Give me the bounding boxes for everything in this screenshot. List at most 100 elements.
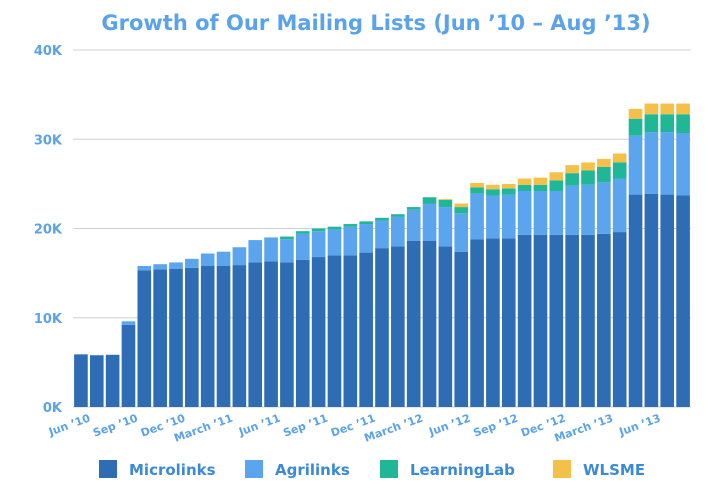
bar-agrilinks-33: [597, 182, 611, 234]
bar-microlinks-8: [200, 265, 215, 407]
bar-agrilinks-20: [391, 216, 405, 247]
bar-learninglab-19: [375, 217, 389, 221]
bar-wlsme-36: [644, 103, 659, 115]
bar-microlinks-30: [549, 234, 564, 407]
bar-agrilinks-13: [280, 239, 294, 263]
bar-learninglab-13: [280, 236, 294, 240]
x-tick-label: Sep ’12: [472, 412, 520, 440]
bar-agrilinks-30: [549, 191, 564, 235]
bar-microlinks-1: [89, 355, 104, 407]
y-tick-label: 0K: [43, 401, 63, 416]
bar-learninglab-28: [517, 184, 532, 192]
x-tick-label: Sep ’11: [281, 412, 329, 440]
bar-microlinks-3: [121, 324, 136, 407]
bar-agrilinks-11: [248, 240, 263, 263]
bar-agrilinks-27: [501, 194, 516, 239]
bar-microlinks-10: [232, 265, 247, 407]
bar-microlinks-0: [74, 354, 88, 407]
bar-microlinks-13: [280, 262, 294, 407]
bar-wlsme-37: [660, 103, 675, 115]
bar-microlinks-12: [264, 261, 278, 407]
bar-learninglab-21: [406, 207, 421, 210]
y-tick-label: 30K: [34, 133, 63, 148]
bar-agrilinks-7: [185, 258, 199, 268]
bar-wlsme-24: [454, 203, 469, 208]
x-tick-label: Sep ’10: [91, 411, 140, 439]
bar-agrilinks-31: [565, 185, 579, 235]
bar-microlinks-14: [295, 259, 310, 407]
bar-learninglab-30: [549, 180, 564, 192]
legend-swatch-microlinks: [99, 460, 117, 478]
bar-agrilinks-8: [200, 253, 215, 266]
bar-wlsme-35: [628, 108, 643, 119]
bar-wlsme-30: [549, 172, 564, 181]
legend-label-microlinks: Microlinks: [129, 461, 216, 479]
bar-wlsme-34: [612, 153, 627, 163]
bar-learninglab-37: [660, 114, 675, 133]
bar-wlsme-28: [517, 178, 532, 185]
legend-label-learninglab: LearningLab: [410, 461, 515, 479]
bar-wlsme-31: [565, 165, 579, 174]
bar-microlinks-11: [248, 262, 263, 407]
bar-agrilinks-35: [628, 135, 643, 195]
bar-microlinks-37: [660, 194, 675, 407]
bar-microlinks-16: [327, 255, 342, 407]
bar-microlinks-27: [501, 238, 516, 407]
bar-microlinks-19: [375, 248, 389, 407]
bar-learninglab-33: [597, 166, 611, 183]
bar-learninglab-27: [501, 188, 516, 195]
bar-learninglab-18: [359, 221, 373, 225]
bar-learninglab-32: [581, 170, 595, 185]
bar-learninglab-25: [470, 187, 484, 194]
legend: Microlinks Agrilinks LearningLab WLSME: [99, 460, 645, 479]
bar-learninglab-14: [295, 231, 310, 234]
bar-microlinks-21: [406, 240, 421, 407]
bar-learninglab-31: [565, 173, 579, 186]
bar-learninglab-23: [438, 199, 453, 208]
bar-microlinks-33: [597, 233, 611, 407]
bar-agrilinks-24: [454, 213, 469, 252]
bar-learninglab-35: [628, 118, 643, 136]
bar-agrilinks-18: [359, 224, 373, 253]
bar-microlinks-7: [185, 267, 199, 407]
bar-agrilinks-23: [438, 207, 453, 247]
legend-label-agrilinks: Agrilinks: [275, 461, 350, 479]
bar-wlsme-38: [676, 103, 690, 115]
bar-agrilinks-16: [327, 229, 342, 256]
bar-wlsme-26: [486, 184, 500, 190]
bar-learninglab-17: [343, 224, 358, 227]
bar-microlinks-18: [359, 252, 373, 407]
bar-agrilinks-15: [311, 231, 326, 258]
y-tick-label: 20K: [34, 223, 63, 238]
bar-agrilinks-28: [517, 191, 532, 235]
bar-learninglab-29: [533, 184, 548, 192]
bar-agrilinks-34: [612, 178, 627, 233]
bar-agrilinks-3: [121, 321, 136, 325]
bar-wlsme-29: [533, 177, 548, 185]
bar-learninglab-38: [676, 114, 690, 134]
bar-learninglab-24: [454, 207, 469, 214]
bar-microlinks-32: [581, 234, 595, 407]
bar-agrilinks-19: [375, 220, 389, 249]
bar-microlinks-9: [216, 265, 231, 407]
bar-agrilinks-26: [486, 195, 500, 239]
bar-agrilinks-29: [533, 191, 548, 235]
bar-learninglab-34: [612, 162, 627, 179]
bar-microlinks-24: [454, 251, 469, 407]
bar-microlinks-28: [517, 234, 532, 407]
bar-microlinks-4: [137, 270, 152, 407]
bar-microlinks-36: [644, 193, 659, 407]
bar-agrilinks-5: [153, 264, 167, 270]
x-tick-label: Jun ’12: [426, 412, 472, 439]
bar-microlinks-20: [391, 246, 405, 407]
bar-learninglab-16: [327, 226, 342, 230]
bar-agrilinks-32: [581, 184, 595, 235]
legend-swatch-learninglab: [380, 460, 398, 478]
bar-microlinks-15: [311, 257, 326, 407]
bar-agrilinks-21: [406, 209, 421, 241]
y-tick-label: 40K: [34, 44, 63, 59]
bar-microlinks-26: [486, 238, 500, 407]
bar-agrilinks-17: [343, 226, 358, 256]
bar-agrilinks-14: [295, 233, 310, 260]
